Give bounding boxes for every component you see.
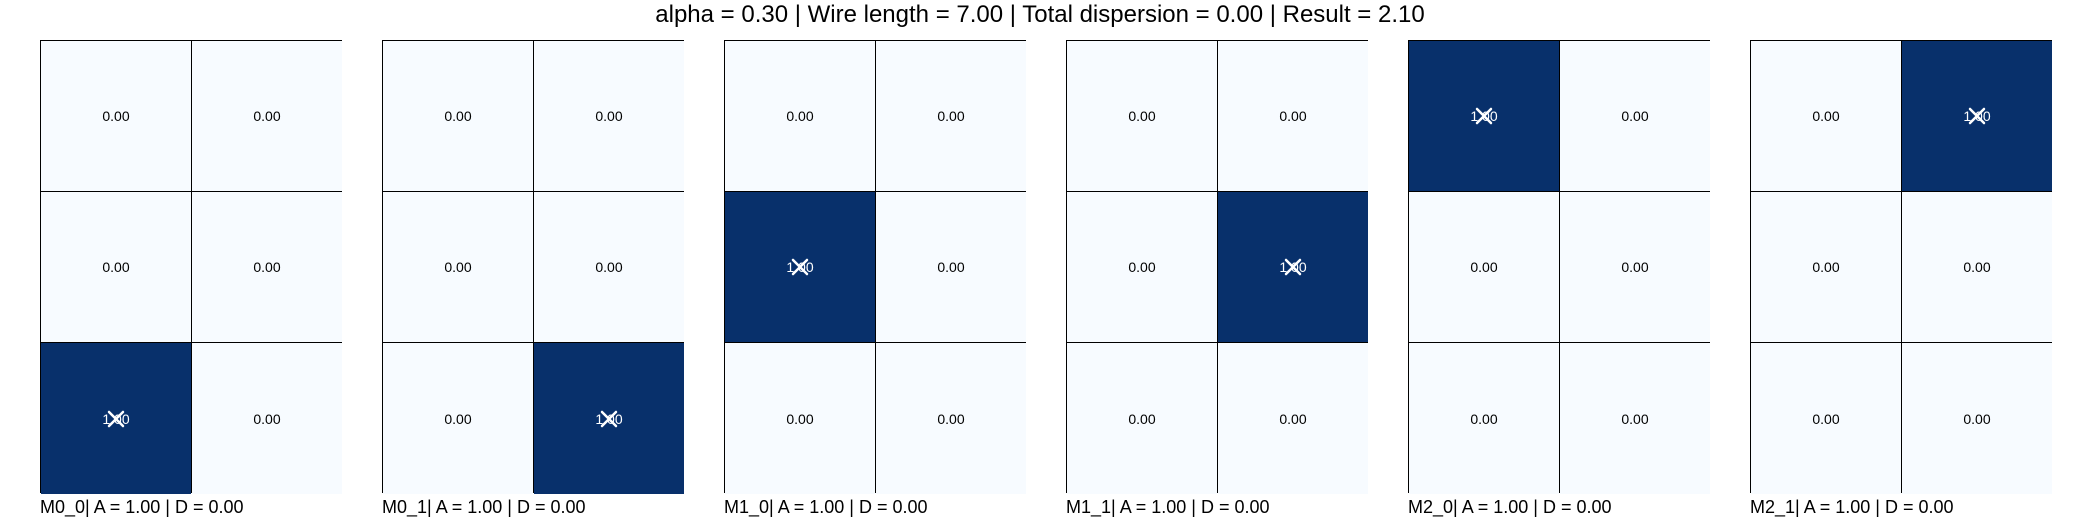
heatmap-panel: 0.00 1.00 0.00 0.00 0.00 0.00 M2_1| A = 1.00 |…: [1750, 40, 2052, 517]
heatmap-cell: 0.00: [41, 41, 191, 191]
heatmap-panel: 0.00 0.00 0.00 0.00 0.00 1.00 M0_1| A = 1.00 |…: [382, 40, 684, 517]
heatmap-cell: 0.00: [192, 343, 342, 494]
cell-value-label: 0.00: [1128, 259, 1156, 275]
cell-value-label: 0.00: [1279, 108, 1307, 124]
x-marker-icon: [1284, 258, 1302, 276]
heatmap-cell: 0.00: [1218, 41, 1368, 191]
heatmap-grid: 0.00 0.00 0.00 0.00 0.00 1.00: [382, 40, 684, 494]
heatmap-grid: 0.00 0.00 1.00 0.00 0.00 0.00: [724, 40, 1026, 494]
cell-value-label: 0.00: [444, 108, 472, 124]
cell-value-label: 0.00: [1812, 108, 1840, 124]
heatmap-cell: 0.00: [1751, 192, 1901, 342]
heatmap-cell: 0.00: [1751, 41, 1901, 191]
heatmap-cell: 0.00: [1560, 192, 1710, 342]
heatmap-cell: 1.00: [534, 343, 684, 494]
heatmap-cell: 1.00: [1218, 192, 1368, 342]
heatmap-cell: 0.00: [534, 41, 684, 191]
heatmap-cell: 0.00: [876, 41, 1026, 191]
cell-value-label: 0.00: [444, 410, 472, 427]
heatmap-cell: 0.00: [1902, 343, 2052, 494]
cell-value-label: 0.00: [1812, 410, 1840, 427]
heatmap-cell: 1.00: [1409, 41, 1559, 191]
cell-value-label: 0.00: [1621, 108, 1649, 124]
cell-value-label: 0.00: [1963, 259, 1991, 275]
heatmap-panel: 0.00 0.00 0.00 1.00 0.00 0.00 M1_1| A = 1.00 |…: [1066, 40, 1368, 517]
cell-value-label: 0.00: [1279, 410, 1307, 427]
cell-value-label: 0.00: [253, 259, 281, 275]
cell-value-label: 0.00: [1470, 259, 1498, 275]
heatmap-cell: 0.00: [1560, 41, 1710, 191]
panel-caption: M2_0| A = 1.00 | D = 0.00: [1408, 497, 1612, 517]
cell-value-label: 0.00: [786, 410, 814, 427]
cell-value-label: 0.00: [786, 108, 814, 124]
panel-caption: M1_0| A = 1.00 | D = 0.00: [724, 497, 928, 517]
panel-caption: M0_1| A = 1.00 | D = 0.00: [382, 497, 586, 517]
cell-value-label: 0.00: [1128, 410, 1156, 427]
heatmap-grid: 0.00 0.00 0.00 0.00 1.00 0.00: [40, 40, 342, 494]
heatmap-cell: 0.00: [383, 343, 533, 494]
heatmap-cell: 0.00: [383, 41, 533, 191]
heatmap-grid: 1.00 0.00 0.00 0.00 0.00 0.00: [1408, 40, 1710, 494]
heatmap-cell: 0.00: [725, 343, 875, 494]
cell-value-label: 0.00: [595, 108, 623, 124]
cell-value-label: 0.00: [102, 259, 130, 275]
heatmap-panel: 0.00 0.00 1.00 0.00 0.00 0.00 M1_0| A = 1.00 |…: [724, 40, 1026, 517]
cell-value-label: 0.00: [595, 259, 623, 275]
heatmap-cell: 0.00: [1067, 192, 1217, 342]
heatmap-cell: 0.00: [192, 41, 342, 191]
heatmap-cell: 0.00: [876, 192, 1026, 342]
cell-value-label: 0.00: [1128, 108, 1156, 124]
heatmap-panel: 0.00 0.00 0.00 0.00 1.00 0.00 M0_0| A = 1.00 |…: [40, 40, 342, 517]
cell-value-label: 0.00: [253, 410, 281, 427]
x-marker-icon: [600, 410, 618, 427]
cell-value-label: 0.00: [253, 108, 281, 124]
heatmap-cell: 0.00: [1902, 192, 2052, 342]
x-marker-icon: [107, 410, 125, 427]
heatmap-cell: 1.00: [1902, 41, 2052, 191]
heatmap-cell: 0.00: [1067, 343, 1217, 494]
heatmap-cell: 0.00: [192, 192, 342, 342]
heatmap-cell: 0.00: [41, 192, 191, 342]
cell-value-label: 0.00: [444, 259, 472, 275]
chart-title: alpha = 0.30 | Wire length = 7.00 | Tota…: [655, 1, 1425, 28]
panel-caption: M0_0| A = 1.00 | D = 0.00: [40, 497, 244, 517]
heatmap-cell: 0.00: [1751, 343, 1901, 494]
heatmap-cell: 1.00: [41, 343, 191, 494]
heatmap-panel: 1.00 0.00 0.00 0.00 0.00 0.00 M2_0| A = 1.00 |…: [1408, 40, 1710, 517]
cell-value-label: 0.00: [937, 108, 965, 124]
x-marker-icon: [1475, 107, 1493, 125]
heatmap-cell: 0.00: [1409, 343, 1559, 494]
cell-value-label: 0.00: [937, 410, 965, 427]
heatmap-cell: 0.00: [1218, 343, 1368, 494]
heatmap-cell: 0.00: [1409, 192, 1559, 342]
panel-caption: M2_1| A = 1.00 | D = 0.00: [1750, 497, 1954, 517]
heatmap-cell: 0.00: [383, 192, 533, 342]
heatmap-cell: 0.00: [876, 343, 1026, 494]
heatmap-cell: 1.00: [725, 192, 875, 342]
heatmap-cell: 0.00: [534, 192, 684, 342]
x-marker-icon: [791, 258, 809, 276]
cell-value-label: 0.00: [1963, 410, 1991, 427]
heatmap-cell: 0.00: [1067, 41, 1217, 191]
heatmap-grid: 0.00 0.00 0.00 1.00 0.00 0.00: [1066, 40, 1368, 494]
cell-value-label: 0.00: [937, 259, 965, 275]
cell-value-label: 0.00: [1621, 410, 1649, 427]
cell-value-label: 0.00: [1470, 410, 1498, 427]
cell-value-label: 0.00: [1812, 259, 1840, 275]
cell-value-label: 0.00: [102, 108, 130, 124]
heatmap-cell: 0.00: [725, 41, 875, 191]
heatmap-cell: 0.00: [1560, 343, 1710, 494]
cell-value-label: 0.00: [1621, 259, 1649, 275]
heatmap-grid: 0.00 1.00 0.00 0.00 0.00 0.00: [1750, 40, 2052, 494]
panel-caption: M1_1| A = 1.00 | D = 0.00: [1066, 497, 1270, 517]
x-marker-icon: [1968, 107, 1986, 125]
